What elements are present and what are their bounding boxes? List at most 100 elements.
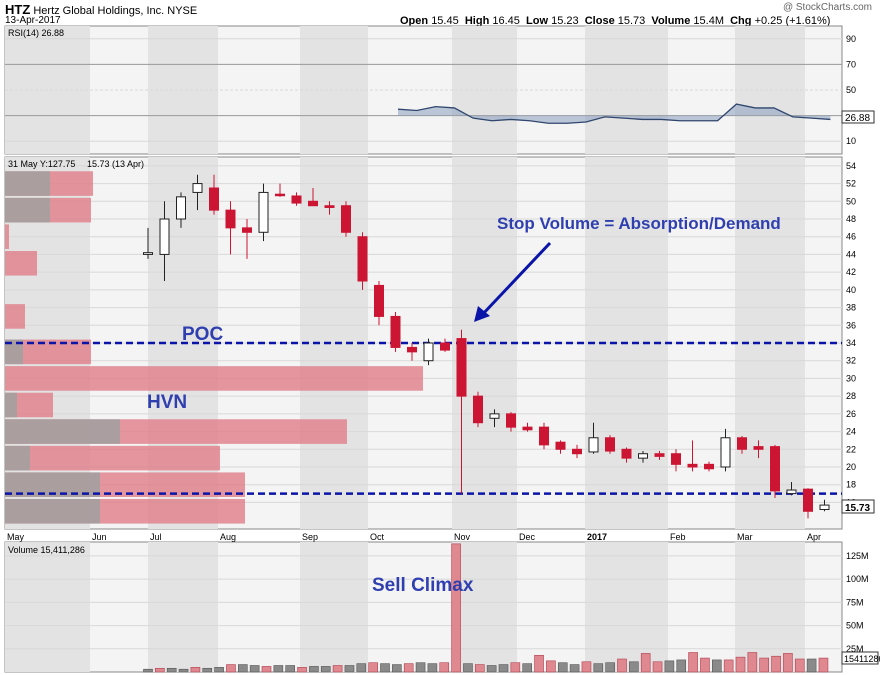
candle-body [357,236,368,282]
rsi-line [397,103,831,124]
month-band [148,542,218,672]
volume-label: Volume 15,411,286 [8,545,85,555]
volume-bar [534,654,544,673]
price-tick-label: 52 [846,179,856,189]
x-tick-label: Jun [92,532,107,542]
volume-bar [605,662,615,673]
month-band [452,542,517,672]
volume-bar [143,668,153,673]
rsi-value-text: 26.88 [845,113,870,124]
rsi-tick-label: 10 [846,136,856,146]
candle-body [555,441,566,450]
volume-bar [700,657,710,673]
x-tick-label: Aug [220,532,236,542]
volume-bar [451,543,461,673]
price-last-label: 15.73 (13 Apr) [87,159,144,169]
candle-body [176,196,186,220]
candle-body [819,504,830,511]
volume-bar [794,658,805,673]
volume-profile-bar-dark [5,419,120,444]
candle-body [605,437,615,452]
volume-bar [439,662,450,673]
volume-bar [380,663,390,673]
price-tick-label: 36 [846,320,856,330]
price-tick-label: 44 [846,249,856,259]
volume-panel [4,541,843,673]
high-value: 16.45 [492,15,520,27]
rsi-oversold-fill [398,104,831,124]
volume-bar [676,659,687,673]
volume-bar [818,657,829,673]
chart-title: HTZ Hertz Global Holdings, Inc. NYSE [5,2,197,17]
x-tick-label: Dec [519,532,536,542]
volume-profile-bar-dark [5,339,23,365]
volume-value: 15.4M [693,15,724,27]
volume-profile-bar [5,304,25,329]
annotation-arrow [479,241,552,318]
price-tick-label: 26 [846,409,856,419]
rsi-label: RSI(14) 26.88 [8,28,64,38]
price-tick-label: 50 [846,196,856,206]
volume-bar [190,667,201,673]
price-value-text: 15.73 [845,503,870,514]
volume-profile-bar [5,366,423,391]
volume-bar [226,664,236,673]
price-tick-label: 54 [846,161,856,171]
volume-bar [166,667,177,673]
volume-bar [214,667,224,673]
volume-bar [249,665,260,673]
volume-bar [474,664,485,673]
chart-date: 13-Apr-2017 [5,15,61,26]
candle-body [341,205,351,233]
candle-body [654,453,665,457]
month-band [300,542,368,672]
candle-body [704,463,714,470]
candle-body [522,426,533,431]
volume-bar [569,664,580,673]
candle-body [770,446,780,492]
candle-body [489,413,500,419]
price-label: 31 May Y:127.75 [8,159,75,169]
volume-bar [688,652,698,673]
candle-body [291,195,302,204]
volume-bar [557,662,568,673]
candle-body [275,193,285,197]
volume-bar [309,666,319,673]
volume-value-text: 15411286 [844,654,880,664]
volume-profile-bar-dark [5,392,17,418]
price-tick-label: 28 [846,391,856,401]
x-tick-label: Jul [150,532,162,542]
volume-profile-bar-dark [5,445,30,471]
volume-bar [723,659,734,673]
volume-bar [783,653,793,673]
price-tick-label: 24 [846,427,856,437]
volume-bar [356,663,367,673]
volume-bar [640,653,651,673]
volume-bar [261,666,272,673]
candle-body [159,218,170,255]
volume-tick-label: 50M [846,621,864,631]
ticker: HTZ [5,2,31,17]
rsi-tick-label: 50 [846,85,856,95]
price-tick-label: 46 [846,232,856,242]
volume-bar [581,661,592,673]
x-tick-label: Oct [370,532,385,542]
open-value: 15.45 [431,15,459,27]
volume-bar [403,663,414,673]
rsi-tick-label: 90 [846,34,856,44]
x-tick-label: Nov [454,532,471,542]
volume-profile-bar-dark [5,499,100,524]
volume-bar [498,664,509,673]
candle-body [456,338,467,397]
hvn-annotation: HVN [147,392,187,413]
volume-bar [593,663,604,673]
exchange: NYSE [167,5,198,17]
price-tick-label: 32 [846,356,856,366]
candle-body [473,395,483,424]
volume-tick-label: 125M [846,551,869,561]
x-tick-label: 2017 [587,532,607,542]
candle-body [308,200,318,207]
candle-body [687,463,698,468]
volume-bar [285,665,296,673]
month-band [585,542,668,672]
